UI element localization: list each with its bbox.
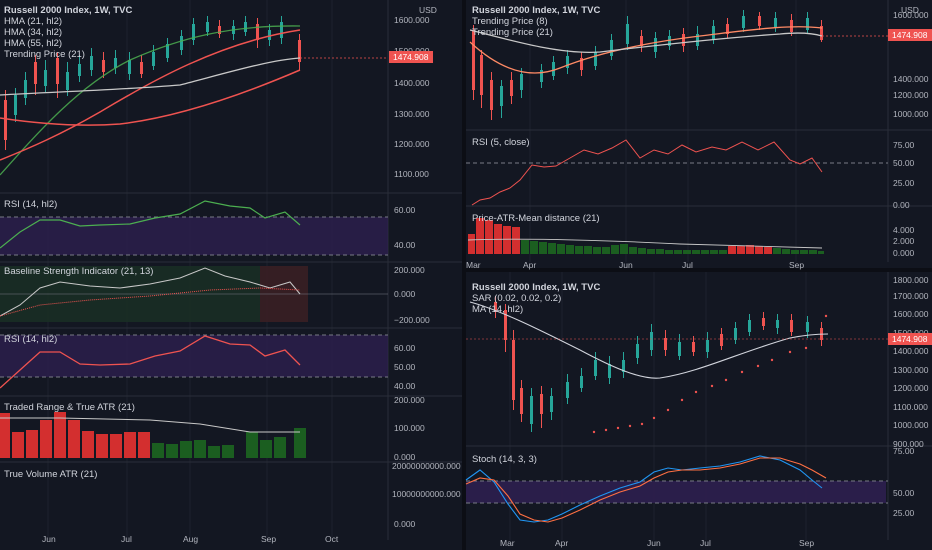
left-rsi1-label: RSI (14, hl2) [4,199,57,210]
left-tv-tick-0: 0.000 [394,519,416,529]
rt-atr-tick-2: 2.000 [893,236,915,246]
left-rsi2-tick-60: 60.00 [394,343,416,353]
rb-time-apr: Apr [555,538,568,548]
left-last-price-tag [389,51,433,63]
rb-stoch-tick-75: 75.00 [893,446,915,456]
rb-price-tick-1800: 1800.000 [893,275,929,285]
left-time-jun: Jun [42,534,56,544]
left-price-tick-1300: 1300.000 [394,109,430,119]
rb-legend-ma: MA (14, hl2) [472,304,523,315]
rb-time-sep: Sep [799,538,814,548]
rt-time-jul: Jul [682,260,693,270]
left-legend-hma34: HMA (34, hl2) [4,27,62,38]
rb-last-price: 1474.908 [892,334,928,344]
rt-last-price: 1474.908 [892,30,928,40]
rb-stoch-tick-50: 50.00 [893,488,915,498]
rt-time-mar: Mar [466,260,481,270]
left-price-tick-1200: 1200.000 [394,139,430,149]
left-tv-tick-10b: 10000000000.000 [392,489,461,499]
left-chart[interactable]: Russell 2000 Index, 1W, TVC HMA (21, hl2… [0,0,462,544]
rb-price-tick-1000: 1000.000 [893,420,929,430]
left-tr-tick-200: 200.000 [394,395,425,405]
rb-time-jul: Jul [700,538,711,548]
rt-last-price-tag [888,29,932,41]
left-rsi2-tick-40: 40.00 [394,381,416,391]
rb-price-tick-1100: 1100.000 [893,402,928,412]
rb-price-tick-1600: 1600.000 [893,309,929,319]
rt-legend-tp8: Trending Price (8) [472,16,548,27]
left-tv-label: True Volume ATR (21) [4,469,97,480]
left-price-tick-1400: 1400.000 [394,78,430,88]
rt-time-apr: Apr [523,260,536,270]
rt-title: Russell 2000 Index, 1W, TVC [472,5,600,16]
rt-price-tick-1000: 1000.000 [893,109,929,119]
left-time-sep: Sep [261,534,276,544]
rt-time-sep: Sep [789,260,804,270]
left-bsi-tick-200: 200.000 [394,265,425,275]
rb-title: Russell 2000 Index, 1W, TVC [472,282,600,293]
left-time-jul: Jul [121,534,132,544]
left-rsi2-label: RSI (14, hl2) [4,334,57,345]
rt-rsi-tick-25: 25.00 [893,178,915,188]
left-time-oct: Oct [325,534,339,544]
right-top-candles [472,10,823,120]
left-bsi-tick-neg200: −200.000 [394,315,430,325]
right-bottom-sar-dots [592,314,828,434]
rt-usd-label: USD [901,5,919,15]
right-top-atr-bars [468,218,824,254]
left-rsi2-tick-50: 50.00 [394,362,416,372]
rt-rsi-tick-50: 50.00 [893,158,915,168]
rb-stoch-tick-25: 25.00 [893,508,915,518]
rt-rsi-tick-75: 75.00 [893,140,915,150]
left-price-tick-1100: 1100.000 [394,169,429,179]
left-price-candles [4,16,301,150]
left-price-tick-1600: 1600.000 [394,15,430,25]
rb-price-tick-900: 900.000 [893,439,924,449]
left-time-aug: Aug [183,534,198,544]
left-rsi1-tick-60: 60.00 [394,205,416,215]
left-tv-tick-20b: 20000000000.000 [392,461,461,471]
rb-price-tick-1400: 1400.000 [893,346,929,356]
left-title: Russell 2000 Index, 1W, TVC [4,5,132,16]
left-bsi-label: Baseline Strength Indicator (21, 13) [4,266,153,277]
rt-atr-tick-0: 0.000 [893,248,915,258]
rb-last-price-tag [888,333,932,345]
right-bottom-candles [494,296,823,432]
rt-price-tick-1200: 1200.000 [893,90,929,100]
rt-price-tick-1400: 1400.000 [893,74,929,84]
left-legend-hma55: HMA (55, hl2) [4,38,62,49]
rt-time-jun: Jun [619,260,633,270]
left-tr-tick-0: 0.000 [394,452,416,462]
rb-legend-sar: SAR (0.02, 0.02, 0.2) [472,293,561,304]
left-tr-label: Traded Range & True ATR (21) [4,402,135,413]
rb-time-mar: Mar [500,538,515,548]
left-last-price: 1474.908 [393,52,429,62]
left-tr-tick-100: 100.000 [394,423,425,433]
rt-price-tick-1600: 1600.000 [893,10,929,20]
rt-rsi-label: RSI (5, close) [472,137,530,148]
left-rsi1-tick-40: 40.00 [394,240,416,250]
right-top-chart[interactable]: Russell 2000 Index, 1W, TVC Trending Pri… [466,0,932,270]
rt-atr-label: Price-ATR-Mean distance (21) [472,213,600,224]
rb-price-tick-1700: 1700.000 [893,291,929,301]
right-bottom-chart[interactable]: Russell 2000 Index, 1W, TVC SAR (0.02, 0… [465,272,932,548]
rt-rsi-tick-0: 0.00 [893,200,910,210]
left-tr-bars [0,412,306,458]
left-bsi-tick-0: 0.000 [394,289,416,299]
rb-time-jun: Jun [647,538,661,548]
rb-stoch-label: Stoch (14, 3, 3) [472,454,537,465]
rb-price-tick-1300: 1300.000 [893,365,929,375]
left-legend-trending: Trending Price (21) [4,49,85,60]
rt-atr-tick-4: 4.000 [893,225,915,235]
left-legend-hma21: HMA (21, hl2) [4,16,62,27]
rt-legend-tp21: Trending Price (21) [472,27,553,38]
left-usd-label: USD [419,5,437,15]
rb-price-tick-1200: 1200.000 [893,383,929,393]
